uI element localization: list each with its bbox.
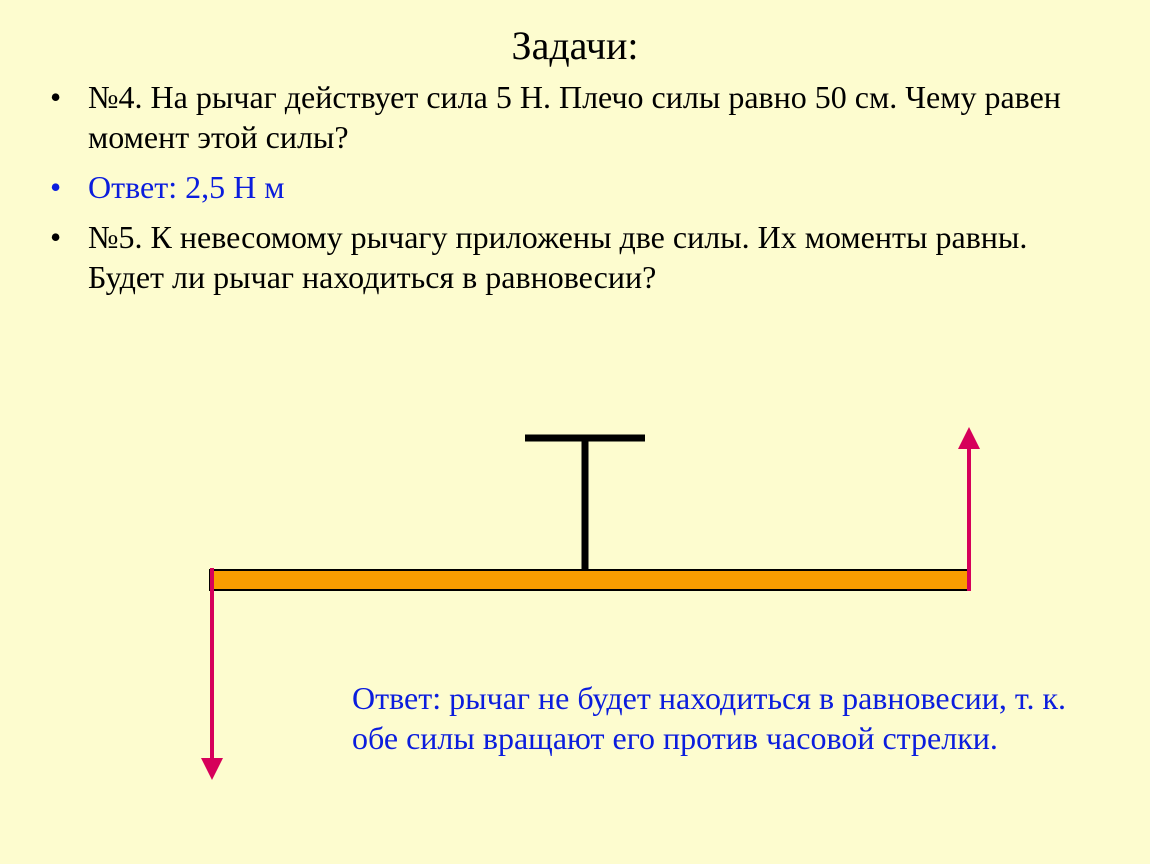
bullet-item: • №4. На рычаг действует сила 5 Н. Плечо… (88, 77, 1102, 157)
bullet-item: • №5. К невесомому рычагу приложены две … (88, 217, 1102, 297)
bullet-text: №5. К невесомому рычагу приложены две си… (88, 219, 1027, 295)
bullet-list: • №4. На рычаг действует сила 5 Н. Плечо… (0, 77, 1150, 297)
lever-bar (210, 570, 970, 590)
force-arrow-right-head (958, 427, 980, 449)
bullet-text: №4. На рычаг действует сила 5 Н. Плечо с… (88, 79, 1061, 155)
slide-title: Задачи: (0, 0, 1150, 77)
bullet-marker: • (50, 167, 61, 207)
bullet-marker: • (50, 77, 61, 117)
answer-text-5: Ответ: рычаг не будет находиться в равно… (352, 678, 1112, 759)
bullet-text: Ответ: 2,5 Н м (88, 169, 284, 205)
force-arrow-left-head (201, 758, 223, 780)
bullet-item: • Ответ: 2,5 Н м (88, 167, 1102, 207)
bullet-marker: • (50, 217, 61, 257)
